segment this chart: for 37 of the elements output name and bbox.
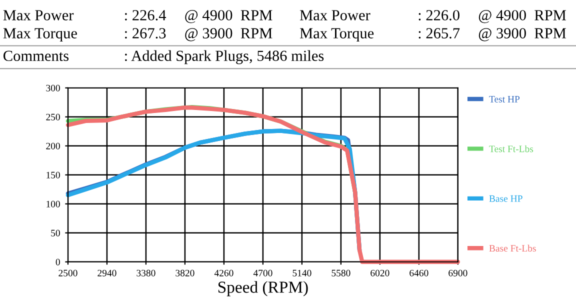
x-tick-label: 2940 <box>98 270 116 276</box>
y-tick-label: 300 <box>46 84 60 92</box>
text: : Added Spark Plugs, 5486 miles <box>125 50 324 64</box>
y-tick-label: 200 <box>46 142 60 150</box>
x-tick-label: 6460 <box>410 270 428 276</box>
text: : 265.7 <box>418 28 460 39</box>
x-tick-label: 5140 <box>292 270 312 276</box>
y-tick-label: 50 <box>51 230 60 236</box>
text: @ 3900 RPM <box>185 28 272 42</box>
x-tick-label: 3380 <box>136 270 156 276</box>
text: Max Torque <box>300 28 374 42</box>
text: Max Torque <box>3 28 77 42</box>
text: Max Power <box>300 10 370 20</box>
y-tick-label: 0 <box>56 258 60 266</box>
legend-label: Base HP <box>489 195 522 202</box>
x-tick-label: 6020 <box>370 270 390 276</box>
x-tick-label: 2500 <box>58 270 78 276</box>
text: @ 4900 RPM <box>478 10 566 24</box>
text: Comments <box>4 50 69 62</box>
legend-label: Test Ft-Lbs <box>489 145 534 152</box>
y-tick-label: 100 <box>46 200 60 208</box>
text: : 267.3 <box>125 28 166 39</box>
x-tick-label: 4260 <box>214 270 234 276</box>
x-axis-title: Speed (RPM) <box>218 281 308 296</box>
legend-label: Test HP <box>489 96 520 102</box>
y-tick-label: 250 <box>46 114 60 120</box>
x-tick-label: 4700 <box>253 270 272 276</box>
legend-label: Base Ft-Lbs <box>489 244 536 252</box>
x-tick-label: 3820 <box>176 270 194 276</box>
text: @ 3900 RPM <box>478 28 566 42</box>
text: : 226.4 <box>125 10 166 20</box>
y-tick-label: 150 <box>46 172 60 178</box>
x-tick-label: 5580 <box>332 270 350 276</box>
text: : 226.0 <box>418 10 460 20</box>
text: Max Power <box>3 10 74 20</box>
text: @ 4900 RPM <box>185 10 272 24</box>
x-tick-label: 6900 <box>448 270 468 276</box>
